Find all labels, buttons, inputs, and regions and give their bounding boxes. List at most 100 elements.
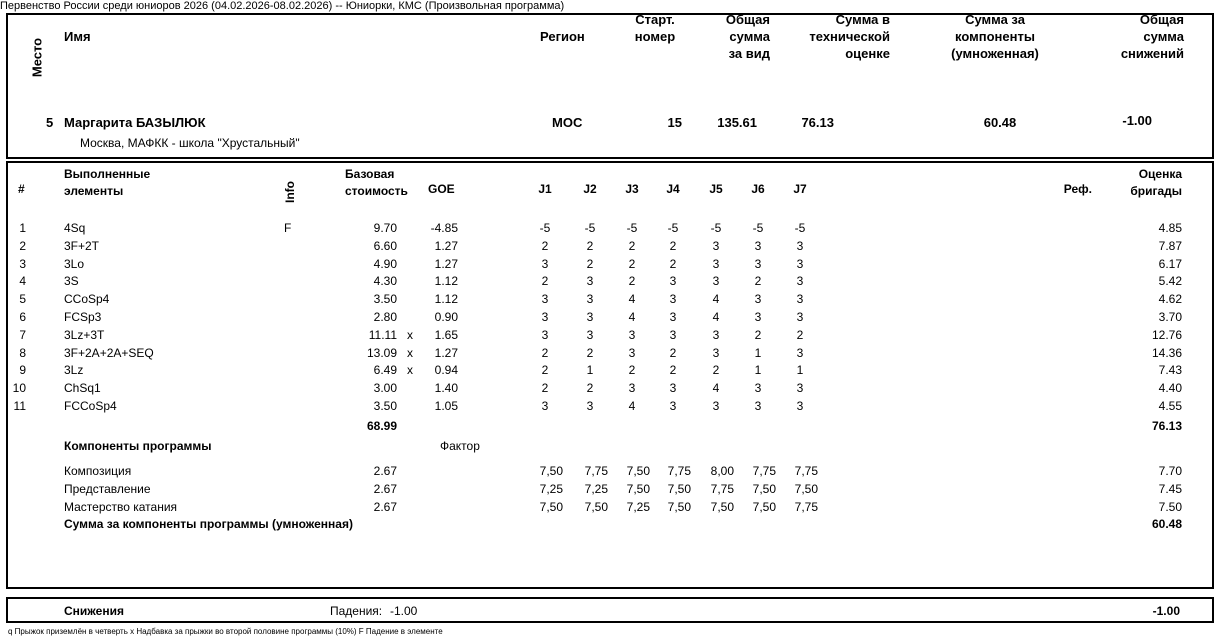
judge-mark: 3 xyxy=(541,310,549,324)
judge-header-3: J3 xyxy=(625,182,639,196)
element-number: 4 xyxy=(19,274,26,289)
judge-mark: 3 xyxy=(796,399,804,413)
component-judge-mark: 7,50 xyxy=(710,500,734,514)
element-name: 3Lz+3T xyxy=(64,327,105,342)
skater-deductions: -1.00 xyxy=(1122,113,1152,128)
judge-mark: 2 xyxy=(754,327,762,342)
element-goe: -4.85 xyxy=(430,221,458,235)
element-goe: 1.27 xyxy=(434,256,458,271)
judge-mark: 3 xyxy=(754,238,762,253)
num-header: # xyxy=(18,182,25,196)
judge-mark: 3 xyxy=(541,399,549,413)
judge-mark: 3 xyxy=(541,292,549,307)
component-judge-mark: 7,25 xyxy=(626,500,650,514)
judge-header-6: J6 xyxy=(751,182,765,196)
component-judge-mark: 7,50 xyxy=(626,464,650,478)
judge-header-7: J7 xyxy=(793,182,807,196)
judge-mark: 3 xyxy=(669,292,677,307)
judge-mark: -5 xyxy=(539,221,551,235)
judge-mark: 2 xyxy=(586,256,594,271)
component-judge-mark: 7,50 xyxy=(626,482,650,496)
judge-mark: 3 xyxy=(712,345,720,360)
component-judge-mark: 7,50 xyxy=(752,500,776,514)
skater-tes: 76.13 xyxy=(801,115,834,130)
judge-header-1: J1 xyxy=(538,182,552,196)
element-name: 4Sq xyxy=(64,221,86,235)
judge-mark: 2 xyxy=(541,381,549,396)
element-bonus-mark: x xyxy=(407,363,413,378)
skater-start: 15 xyxy=(667,115,682,130)
base-header: Базовая стоимость xyxy=(345,167,408,198)
element-base-value: 2.80 xyxy=(373,310,397,324)
skater-region: МОС xyxy=(552,115,583,130)
component-name: Мастерство катания xyxy=(64,500,178,514)
element-name: 3F+2A+2A+SEQ xyxy=(64,345,154,360)
element-base-value: 6.60 xyxy=(373,238,397,253)
judge-mark: 3 xyxy=(754,310,762,324)
element-number: 10 xyxy=(12,381,26,396)
judge-mark: 2 xyxy=(628,238,636,253)
pcs-header: Сумма за компоненты (умноженная) xyxy=(951,12,1039,61)
component-judge-mark: 7,75 xyxy=(794,464,818,478)
judge-mark: 2 xyxy=(712,363,720,378)
judge-header-4: J4 xyxy=(666,182,680,196)
component-judge-mark: 7,25 xyxy=(539,482,563,496)
score-header: Оценка бригады xyxy=(1130,167,1182,198)
deductions-label: Снижения xyxy=(64,604,124,618)
judge-mark: 3 xyxy=(712,399,720,413)
judge-mark: 1 xyxy=(796,363,804,378)
judge-mark: 3 xyxy=(628,381,636,396)
deductions-box xyxy=(6,597,1214,623)
element-name: 3Lo xyxy=(64,256,85,271)
skater-name: Маргарита БАЗЫЛЮК xyxy=(64,115,206,130)
judge-mark: 4 xyxy=(712,381,720,396)
component-judge-mark: 7,50 xyxy=(667,500,691,514)
judge-mark: 3 xyxy=(754,399,762,413)
element-goe: 0.94 xyxy=(434,363,458,378)
judge-mark: -5 xyxy=(710,221,722,235)
judge-mark: 1 xyxy=(754,345,762,360)
pcs-label: Сумма за компоненты программы (умноженна… xyxy=(64,517,353,531)
component-name: Композиция xyxy=(64,464,132,478)
judge-mark: -5 xyxy=(584,221,596,235)
judge-mark: 3 xyxy=(796,274,804,289)
component-factor: 2.67 xyxy=(373,500,397,514)
element-number: 5 xyxy=(19,292,26,307)
pcs-total: 60.48 xyxy=(1151,517,1182,531)
judge-mark: 3 xyxy=(712,327,720,342)
judge-header-2: J2 xyxy=(583,182,597,196)
element-name: 3F+2T xyxy=(64,238,100,253)
components-title: Компоненты программы xyxy=(64,439,212,453)
element-base-value: 3.50 xyxy=(373,292,397,307)
judge-mark: 3 xyxy=(712,256,720,271)
component-factor: 2.67 xyxy=(373,464,397,478)
component-judge-mark: 7,75 xyxy=(667,464,691,478)
event-title: Первенство России среди юниоров 2026 (04… xyxy=(0,0,565,12)
judge-mark: 3 xyxy=(796,292,804,307)
component-score: 7.45 xyxy=(1158,482,1182,496)
judge-mark: 2 xyxy=(586,345,594,360)
element-name: CCoSp4 xyxy=(64,292,110,307)
judge-mark: 3 xyxy=(796,381,804,396)
judge-mark: 4 xyxy=(628,310,636,324)
judge-mark: 3 xyxy=(541,256,549,271)
judge-mark: 2 xyxy=(669,345,677,360)
component-judge-mark: 7,50 xyxy=(752,482,776,496)
component-judge-mark: 7,50 xyxy=(584,500,608,514)
judge-mark: 3 xyxy=(669,381,677,396)
total-header: Общая сумма за вид xyxy=(725,12,770,61)
element-score: 4.40 xyxy=(1158,381,1182,396)
region-header: Регион xyxy=(540,29,585,44)
judge-mark: -5 xyxy=(794,221,806,235)
element-goe: 1.05 xyxy=(434,399,458,413)
judge-mark: 2 xyxy=(541,238,549,253)
component-judge-mark: 8,00 xyxy=(710,464,734,478)
judge-mark: -5 xyxy=(626,221,638,235)
skater-pcs: 60.48 xyxy=(983,115,1017,130)
judge-mark: 2 xyxy=(541,274,549,289)
judge-mark: 3 xyxy=(669,399,677,413)
component-judge-mark: 7,75 xyxy=(794,500,818,514)
judge-mark: 2 xyxy=(628,363,636,378)
component-factor: 2.67 xyxy=(373,482,397,496)
element-info: F xyxy=(284,221,292,235)
